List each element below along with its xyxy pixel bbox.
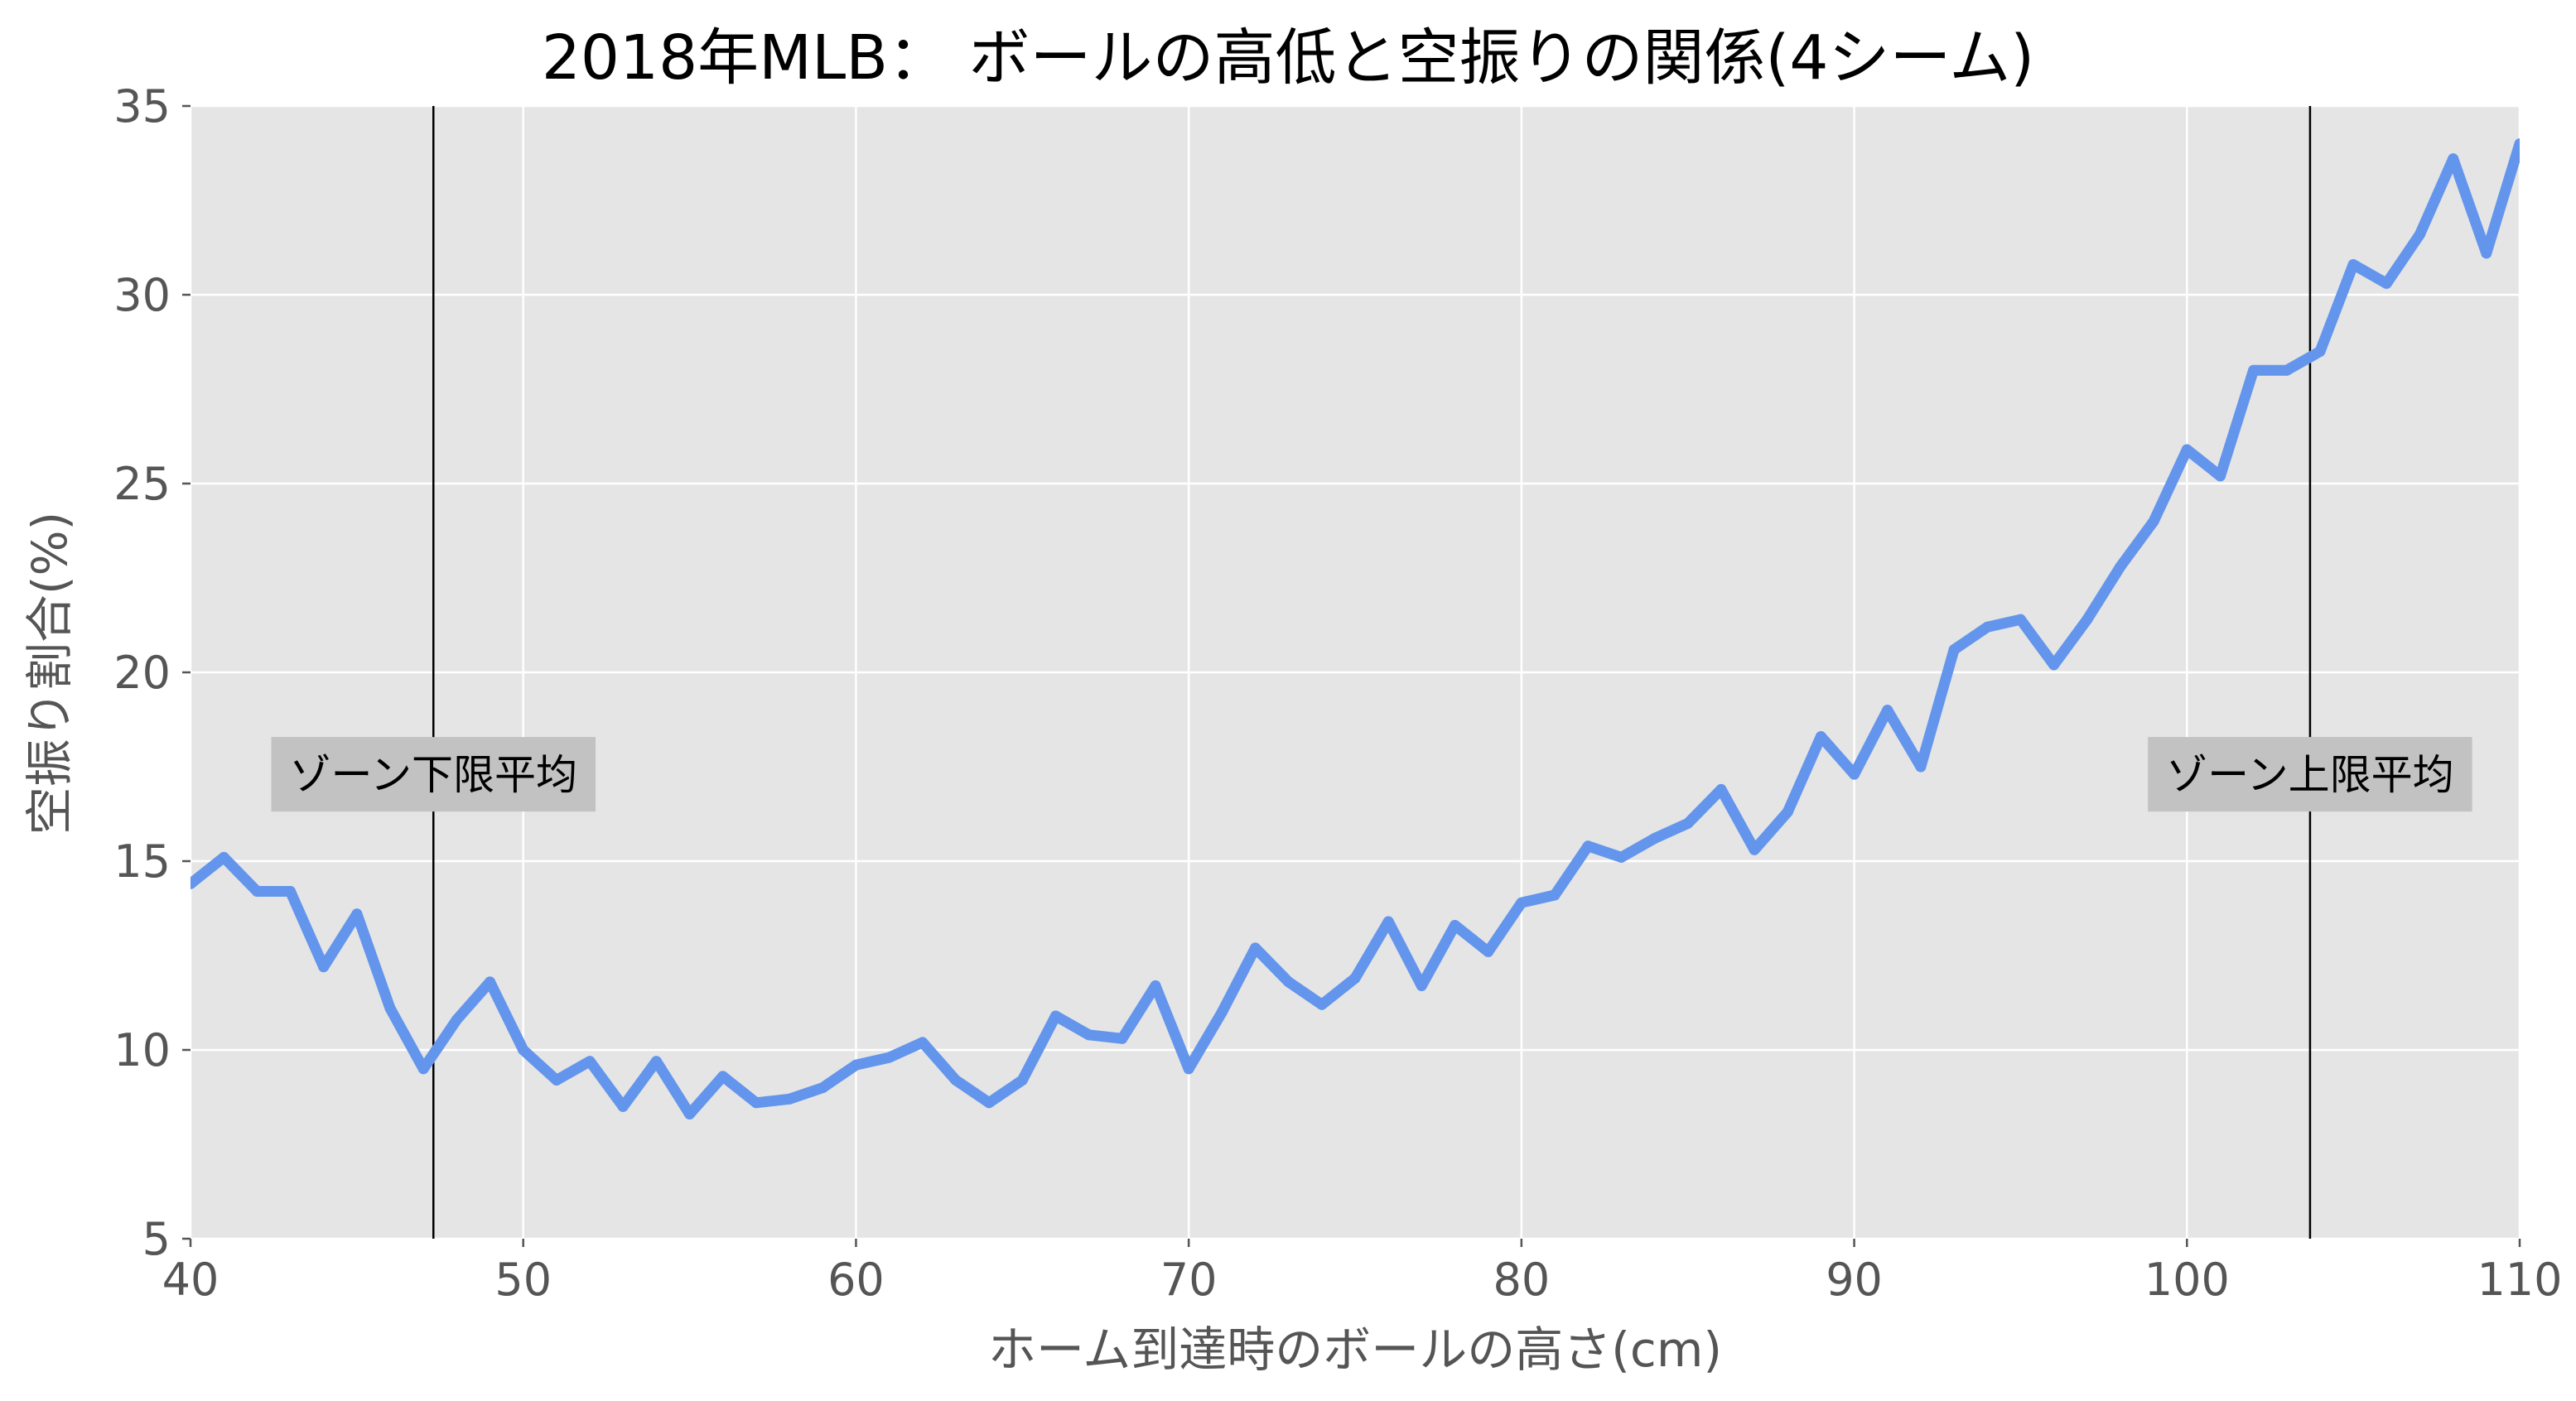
data-point bbox=[191, 878, 196, 889]
data-point bbox=[451, 1014, 462, 1025]
annotation-box bbox=[2148, 737, 2472, 812]
data-point bbox=[1349, 972, 1361, 984]
data-point bbox=[584, 1056, 596, 1067]
y-axis-label: 空振り割合(%) bbox=[22, 512, 78, 835]
x-axis-label: ホーム到達時のボールの高さ(cm) bbox=[988, 1322, 1722, 1378]
data-points bbox=[191, 138, 2520, 1119]
data-point bbox=[2082, 614, 2093, 625]
data-point bbox=[2248, 364, 2260, 376]
y-tick-label: 20 bbox=[113, 647, 171, 699]
data-point bbox=[1416, 980, 1427, 991]
data-point bbox=[1250, 942, 1261, 954]
data-point bbox=[2048, 659, 2060, 671]
data-point bbox=[1117, 1033, 1128, 1044]
annotation-label: ゾーン下限平均 bbox=[290, 751, 578, 799]
data-point bbox=[1450, 920, 1460, 931]
y-tick-label: 25 bbox=[113, 458, 171, 510]
x-tick-label: 80 bbox=[1493, 1254, 1550, 1306]
data-point bbox=[817, 1082, 828, 1094]
data-point bbox=[784, 1093, 795, 1105]
y-tick-label: 30 bbox=[113, 269, 171, 321]
data-point bbox=[1516, 897, 1527, 908]
data-point bbox=[2381, 277, 2392, 289]
y-axis-ticks: 5 10 15 20 25 30 35 bbox=[113, 80, 191, 1265]
data-point bbox=[1682, 817, 1694, 829]
x-tick-label: 40 bbox=[162, 1254, 219, 1306]
data-point bbox=[2281, 364, 2293, 376]
data-point bbox=[2347, 259, 2359, 270]
data-point bbox=[1749, 844, 1760, 855]
data-point bbox=[1915, 761, 1927, 773]
data-point bbox=[2014, 614, 2026, 625]
data-point bbox=[617, 1100, 629, 1112]
data-point bbox=[2314, 345, 2326, 357]
y-tick-label: 10 bbox=[113, 1024, 171, 1076]
data-point bbox=[2181, 444, 2192, 455]
data-point bbox=[950, 1075, 962, 1086]
x-tick-label: 50 bbox=[494, 1254, 552, 1306]
data-point bbox=[684, 1109, 696, 1119]
data-point bbox=[1782, 806, 1793, 818]
data-point bbox=[1948, 644, 1960, 656]
data-point bbox=[2414, 229, 2425, 240]
data-point bbox=[1549, 889, 1561, 901]
data-point bbox=[1483, 946, 1494, 957]
data-point bbox=[983, 1097, 995, 1109]
x-tick-label: 70 bbox=[1160, 1254, 1218, 1306]
x-tick-label: 100 bbox=[2144, 1254, 2230, 1306]
data-point bbox=[518, 1044, 529, 1056]
data-point bbox=[1882, 705, 1893, 716]
data-point bbox=[1981, 621, 1993, 633]
x-tick-label: 90 bbox=[1826, 1254, 1883, 1306]
x-tick-label: 60 bbox=[827, 1254, 885, 1306]
data-point bbox=[1715, 783, 1727, 795]
data-point bbox=[318, 961, 330, 973]
data-point bbox=[1382, 916, 1394, 927]
data-point bbox=[2514, 138, 2520, 150]
data-point bbox=[384, 1003, 396, 1014]
data-point bbox=[850, 1059, 861, 1071]
annotation-label: ゾーン上限平均 bbox=[2166, 751, 2454, 799]
grid bbox=[189, 104, 2521, 1240]
y-tick-label: 35 bbox=[113, 80, 171, 132]
data-point bbox=[884, 1052, 895, 1063]
y-tick-label: 5 bbox=[142, 1213, 171, 1265]
data-point bbox=[2115, 561, 2126, 572]
data-point bbox=[1815, 731, 1826, 742]
data-point bbox=[351, 908, 363, 920]
data-point bbox=[485, 976, 495, 988]
annotation-box bbox=[271, 737, 596, 812]
data-point bbox=[917, 1037, 929, 1048]
data-point bbox=[251, 886, 263, 897]
y-tick-label: 15 bbox=[113, 835, 171, 888]
x-axis-ticks: 40 50 60 70 80 90 100 110 bbox=[162, 1239, 2563, 1306]
data-point bbox=[717, 1071, 729, 1082]
data-point bbox=[1183, 1063, 1194, 1075]
chart-title: 2018年MLB： ボールの高低と空振りの関係(4シーム) bbox=[542, 22, 2034, 94]
data-point bbox=[1649, 833, 1660, 845]
data-point bbox=[2215, 470, 2226, 482]
data-point bbox=[1150, 980, 1161, 991]
annotations: ゾーン下限平均 ゾーン上限平均 bbox=[271, 737, 2472, 812]
data-point bbox=[1849, 768, 1860, 780]
data-point bbox=[1582, 840, 1594, 852]
data-point bbox=[1615, 851, 1627, 863]
data-point bbox=[1216, 1006, 1228, 1018]
data-point bbox=[218, 851, 229, 863]
data-point bbox=[417, 1063, 429, 1075]
data-point bbox=[1016, 1075, 1028, 1086]
data-point bbox=[2481, 248, 2492, 259]
data-point bbox=[285, 886, 296, 897]
data-point bbox=[650, 1056, 662, 1067]
data-point bbox=[750, 1097, 762, 1109]
data-point bbox=[2148, 516, 2159, 527]
data-point bbox=[1283, 976, 1295, 988]
x-tick-label: 110 bbox=[2477, 1254, 2562, 1306]
data-point bbox=[1083, 1029, 1095, 1041]
data-point bbox=[1316, 999, 1328, 1010]
data-point bbox=[551, 1075, 562, 1086]
data-point bbox=[1050, 1010, 1061, 1022]
data-point bbox=[2448, 153, 2459, 165]
